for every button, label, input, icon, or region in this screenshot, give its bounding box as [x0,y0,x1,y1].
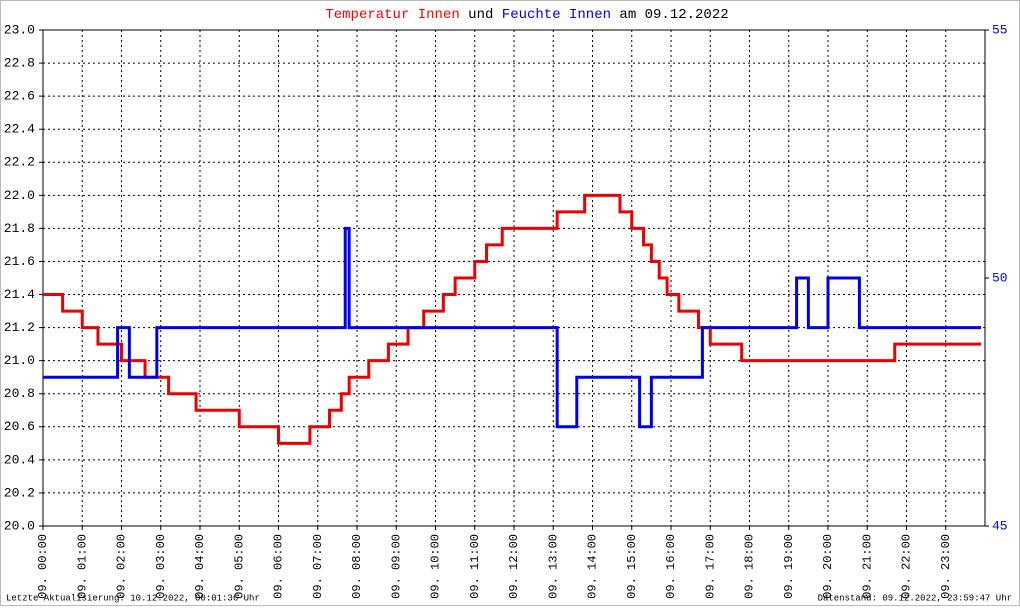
x-tick-label: 09. 21:00 [860,534,874,599]
y-tick-label: 22.6 [4,89,35,104]
title-part: und [468,7,493,23]
y-tick-label: 22.8 [4,56,35,71]
y2-tick-label: 50 [992,270,1008,285]
x-tick-label: 09. 22:00 [900,534,914,599]
plot-frame [42,29,986,527]
y-tick-label: 21.2 [4,320,35,335]
chart-title: Temperatur Innen und Feuchte Innen am 09… [325,7,728,23]
x-tick-label: 09. 12:00 [507,534,521,599]
data-line [43,193,982,445]
y-tick-label: 21.8 [4,221,35,236]
x-tick-label: 09. 20:00 [821,534,835,599]
x-tick-label: 09. 04:00 [193,534,207,599]
y-tick-label: 20.2 [4,485,35,500]
x-tick-label: 09. 06:00 [272,534,286,599]
x-tick-label: 09. 19:00 [782,534,796,599]
x-tick-label: 09. 16:00 [664,534,678,599]
x-tick-label: 09. 07:00 [311,534,325,599]
y-tick-label: 20.6 [4,419,35,434]
y2-tick-label: 45 [992,518,1008,533]
footer-right: Datenstand: 09.12.2022, 23:59:47 Uhr [818,593,1012,603]
x-tick-label: 09. 17:00 [703,534,717,599]
x-tick-label: 09. 03:00 [154,534,168,599]
y-tick-label: 20.8 [4,386,35,401]
data-line [43,226,982,429]
x-tick-label: 09. 13:00 [546,534,560,599]
x-tick-label: 09. 09:00 [389,534,403,599]
x-tick-label: 09. 18:00 [743,534,757,599]
x-tick-label: 09. 08:00 [350,534,364,599]
x-tick-label: 09. 23:00 [939,534,953,599]
y-tick-label: 22.4 [4,122,35,137]
x-tick-label: 09. 10:00 [429,534,443,599]
y-tick-label: 23.0 [4,22,35,37]
x-tick-label: 09. 14:00 [586,534,600,599]
y-tick-label: 20.4 [4,452,35,467]
x-tick-label: 09. 15:00 [625,534,639,599]
y2-tick-label: 55 [992,22,1008,37]
x-tick-label: 09. 01:00 [75,534,89,599]
footer-left: Letzte Aktualisierung: 10.12.2022, 00:01… [6,593,260,603]
y-tick-label: 21.6 [4,254,35,269]
y-tick-label: 21.0 [4,353,35,368]
y-tick-label: 20.0 [4,518,35,533]
y-tick-label: 22.2 [4,155,35,170]
x-tick-label: 09. 11:00 [468,534,482,599]
y-tick-label: 22.0 [4,188,35,203]
title-part: Temperatur Innen [325,7,459,23]
title-part: am 09.12.2022 [619,7,728,23]
title-part: Feuchte Innen [502,7,611,23]
y-tick-label: 21.4 [4,287,35,302]
x-tick-label: 09. 05:00 [232,534,246,599]
x-tick-label: 09. 00:00 [36,534,50,599]
x-tick-label: 09. 02:00 [115,534,129,599]
